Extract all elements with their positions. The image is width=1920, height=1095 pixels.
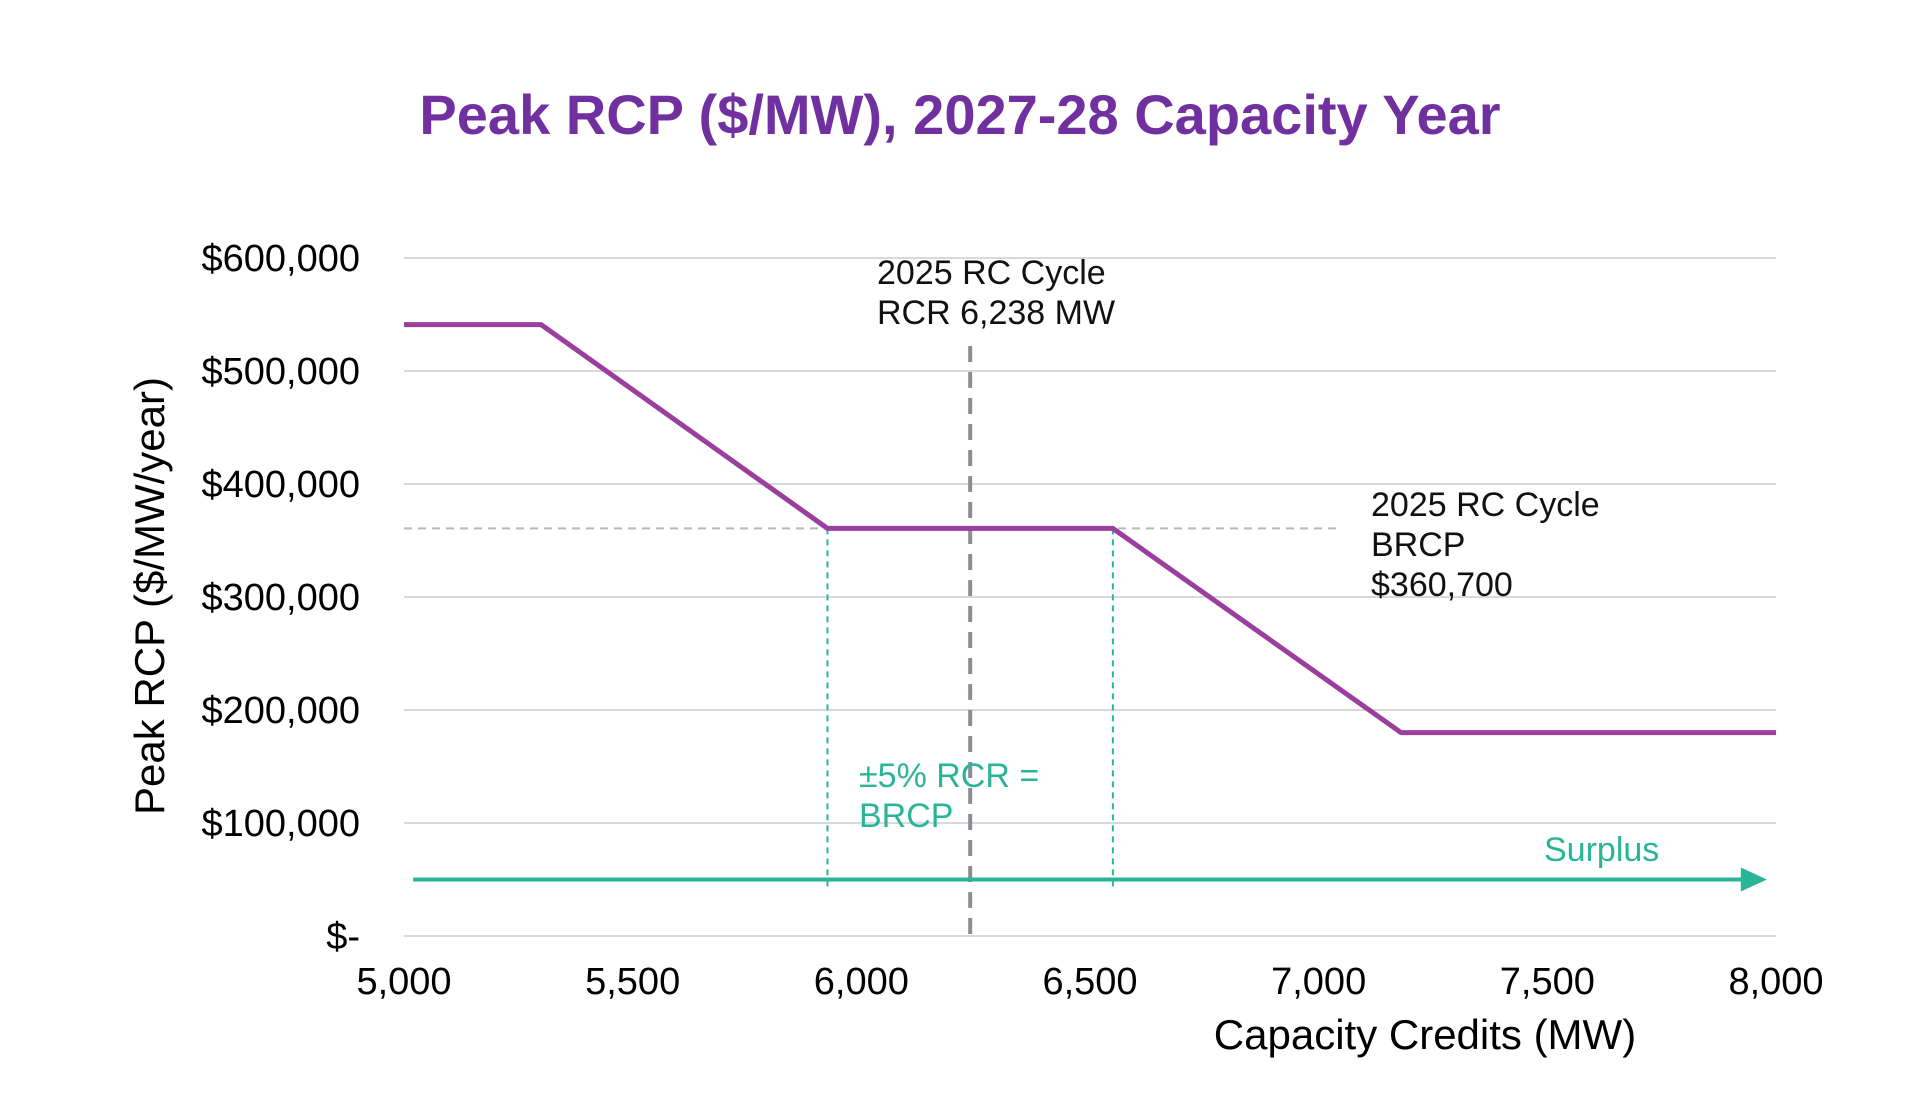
x-tick-label: 5,000	[356, 961, 451, 1003]
y-axis-title: Peak RCP ($/MW/year)	[126, 377, 173, 815]
y-tick-label: $-	[326, 916, 360, 958]
surplus-label: Surplus	[1544, 831, 1659, 869]
y-tick-label: $400,000	[202, 464, 361, 506]
chart-title: Peak RCP ($/MW), 2027-28 Capacity Year	[419, 83, 1501, 146]
rcr-annotation-line: RCR 6,238 MW	[877, 294, 1115, 332]
series	[404, 322, 1776, 736]
x-tick-label: 8,000	[1728, 961, 1823, 1003]
gridlines	[404, 257, 1776, 937]
rcr-annotation-line: 2025 RC Cycle	[877, 254, 1106, 292]
surplus-arrow-head	[1740, 867, 1767, 892]
brcp-annotation-line: BRCP	[1371, 526, 1465, 564]
x-tick-label: 7,000	[1271, 961, 1366, 1003]
y-tick-label: $500,000	[202, 351, 361, 393]
band-annotation-line: BRCP	[859, 797, 953, 835]
y-tick-labels: $- $100,000 $200,000 $300,000 $400,000 $500,0…	[202, 238, 361, 958]
brcp-annotation-line: 2025 RC Cycle	[1371, 486, 1600, 524]
x-axis-title: Capacity Credits (MW)	[1214, 1011, 1636, 1058]
brcp-annotation-line: $360,700	[1371, 566, 1513, 604]
y-tick-label: $100,000	[202, 803, 361, 845]
x-tick-label: 7,500	[1500, 961, 1595, 1003]
reference-lines	[404, 346, 1767, 936]
band-annotation-line: ±5% RCR =	[859, 757, 1039, 795]
x-tick-label: 6,500	[1042, 961, 1137, 1003]
rcp-price-curve	[404, 322, 1776, 736]
y-tick-label: $300,000	[202, 577, 361, 619]
x-tick-label: 5,500	[585, 961, 680, 1003]
y-tick-label: $600,000	[202, 238, 361, 280]
x-tick-label: 6,000	[814, 961, 909, 1003]
x-tick-labels: 5,000 5,500 6,000 6,500 7,000 7,500 8,000	[356, 961, 1823, 1003]
y-tick-label: $200,000	[202, 690, 361, 732]
